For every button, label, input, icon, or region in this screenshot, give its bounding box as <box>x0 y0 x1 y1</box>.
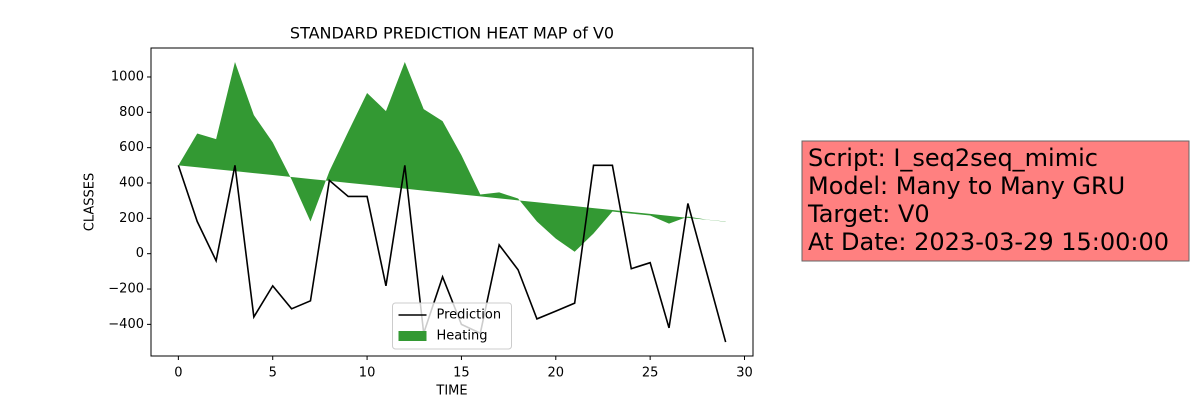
annotation-line: Target: V0 <box>807 200 930 228</box>
x-tick-label: 20 <box>548 366 565 381</box>
annotation-line: Model: Many to Many GRU <box>808 172 1125 200</box>
x-axis-label: TIME <box>435 384 467 399</box>
annotation-line: Script: I_seq2seq_mimic <box>808 144 1098 172</box>
legend: Prediction Heating <box>392 302 512 350</box>
x-tick-label: 30 <box>736 366 753 381</box>
annotation-box <box>801 140 1190 262</box>
x-tick-label: 15 <box>453 366 470 381</box>
y-tick-label: −200 <box>108 282 144 297</box>
x-tick-label: 25 <box>642 366 659 381</box>
y-tick-label: −400 <box>108 317 144 332</box>
y-tick-label: 600 <box>119 140 144 155</box>
chart-title: STANDARD PREDICTION HEAT MAP of V0 <box>290 24 614 43</box>
y-tick-label: 200 <box>119 211 144 226</box>
y-tick-label: 1000 <box>111 69 144 84</box>
legend-swatch <box>398 331 427 341</box>
x-tick-label: 10 <box>359 366 376 381</box>
line <box>177 164 727 343</box>
annotation-line: At Date: 2023-03-29 15:00:00 <box>808 228 1169 256</box>
x-tick-label: 5 <box>269 366 277 381</box>
y-axis-label: CLASSES <box>83 173 98 231</box>
plot-frame <box>150 47 754 357</box>
x-tick-label: 0 <box>174 366 182 381</box>
y-tick-label: 800 <box>119 105 144 120</box>
legend-label: Prediction <box>437 308 502 323</box>
area <box>178 61 726 252</box>
y-tick-label: 0 <box>136 246 144 261</box>
legend-label: Heating <box>437 329 488 344</box>
y-tick-label: 400 <box>119 176 144 191</box>
